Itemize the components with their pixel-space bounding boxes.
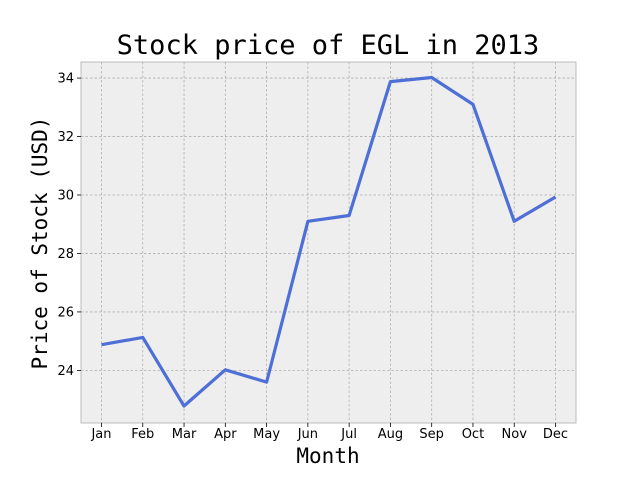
x-tick-label: Jan (90, 427, 111, 442)
series-line (101, 75, 557, 408)
grid-layer (81, 62, 576, 423)
x-tick-label: Nov (502, 427, 528, 442)
y-tick-label: 32 (57, 130, 74, 145)
x-tick-label: Jul (340, 427, 357, 442)
y-tick-label: 30 (57, 189, 74, 204)
x-tick-label: Apr (214, 427, 237, 442)
chart-title: Stock price of EGL in 2013 (117, 30, 540, 61)
x-tick-label: Mar (172, 427, 197, 442)
x-tick-label: Sep (419, 427, 444, 442)
x-tick-label: Jun (297, 427, 318, 442)
x-tick-label: Oct (462, 427, 484, 442)
y-tick-label: 28 (57, 247, 74, 262)
x-axis-label: Month (296, 444, 359, 468)
x-tick-label: Dec (543, 427, 568, 442)
y-tick-label: 24 (57, 364, 74, 379)
plot-area (80, 61, 577, 424)
x-axis-ticks: Jan Feb Mar Apr May Jun Jul Aug Sep Oct Nov Dec (90, 423, 568, 442)
y-axis-ticks: 24 26 28 30 32 34 (57, 72, 81, 379)
y-axis-label: Price of Stock (USD) (28, 117, 52, 370)
x-tick-label: May (253, 427, 280, 442)
x-tick-label: Aug (378, 427, 403, 442)
y-tick-label: 34 (57, 72, 74, 87)
x-tick-label: Feb (131, 427, 154, 442)
series-layer (101, 75, 557, 408)
y-tick-label: 26 (57, 305, 74, 320)
